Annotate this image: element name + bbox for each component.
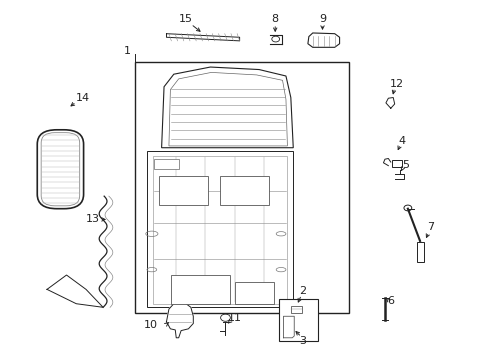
Bar (291, 306, 302, 313)
Text: 8: 8 (271, 14, 278, 24)
Polygon shape (283, 316, 294, 338)
Bar (171, 275, 229, 304)
Text: 5: 5 (401, 159, 408, 170)
Text: 12: 12 (389, 79, 403, 89)
Text: 10: 10 (144, 320, 158, 330)
FancyBboxPatch shape (41, 133, 80, 206)
Bar (234, 282, 273, 304)
Text: 6: 6 (386, 296, 393, 306)
Text: 4: 4 (398, 136, 405, 145)
Text: 3: 3 (299, 336, 306, 346)
Bar (135, 62, 348, 313)
FancyBboxPatch shape (37, 130, 83, 209)
Text: 11: 11 (227, 314, 241, 323)
Text: 9: 9 (318, 14, 325, 24)
Bar (220, 176, 268, 205)
Bar (391, 159, 402, 167)
Bar (278, 300, 317, 341)
Text: 1: 1 (124, 46, 131, 56)
Text: 15: 15 (179, 14, 193, 24)
Text: 13: 13 (85, 215, 99, 224)
Bar (154, 159, 178, 169)
Text: 2: 2 (299, 286, 306, 296)
Polygon shape (166, 34, 239, 41)
Bar (159, 176, 207, 205)
Polygon shape (385, 98, 394, 108)
Bar (416, 242, 424, 262)
Polygon shape (166, 304, 193, 338)
Text: 7: 7 (427, 222, 433, 232)
Text: 14: 14 (76, 93, 89, 103)
